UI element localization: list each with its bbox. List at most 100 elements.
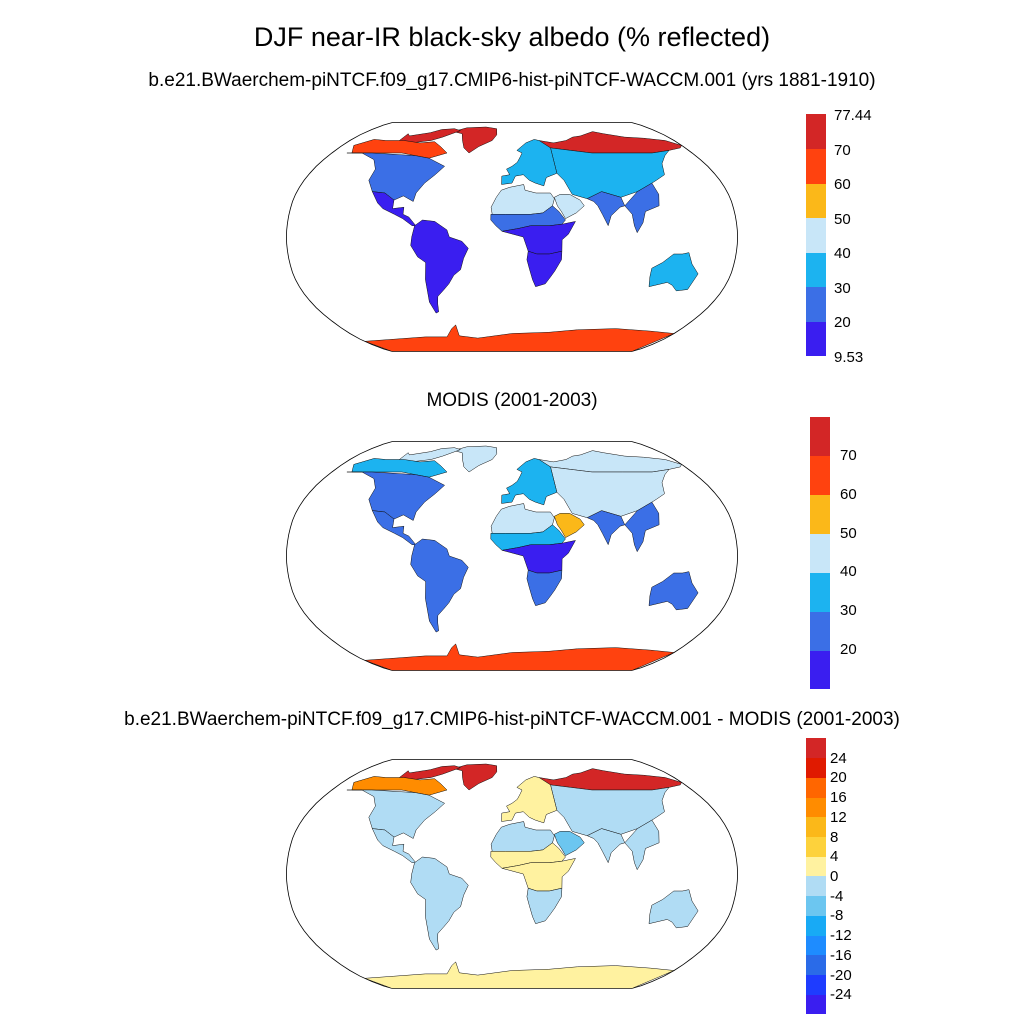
- colorbar-swatch: [806, 915, 826, 936]
- region-usa: [346, 152, 446, 202]
- map-boundary: [285, 441, 739, 671]
- panel-3-title: b.e21.BWaerchem-piNTCF.f09_g17.CMIP6-his…: [124, 709, 900, 730]
- region-central-america: [371, 191, 417, 226]
- colorbar-label: 20: [834, 314, 851, 332]
- region-south-america: [410, 856, 469, 951]
- region-antarctica: [364, 643, 675, 671]
- colorbar-label: 77.44: [834, 107, 872, 124]
- colorbar-label: 20: [830, 769, 847, 787]
- colorbar-swatch: [806, 954, 826, 976]
- colorbar-swatch: [806, 974, 826, 995]
- colorbar-swatch: [806, 836, 826, 857]
- colorbar-label: 0: [830, 868, 839, 885]
- region-south-asia: [586, 510, 626, 546]
- colorbar-swatch: [806, 757, 826, 778]
- region-southern-africa: [526, 569, 563, 607]
- colorbar-label: 60: [840, 485, 857, 503]
- region-north-canada: [351, 776, 448, 796]
- colorbar-swatch: [806, 286, 826, 322]
- region-se-asia: [624, 501, 660, 553]
- region-greenland: [452, 763, 498, 791]
- region-central-america: [371, 828, 417, 863]
- colorbar-swatch: [806, 183, 826, 219]
- colorbar-label: -16: [830, 946, 852, 964]
- colorbar-swatch: [806, 148, 826, 184]
- region-arabia: [553, 831, 585, 856]
- colorbar-label: 8: [830, 828, 839, 846]
- region-arabia: [553, 513, 585, 538]
- colorbar-label: -8: [830, 907, 844, 925]
- colorbar-label: 30: [840, 602, 857, 620]
- colorbar-label: 50: [834, 210, 851, 228]
- colorbar-swatch: [806, 114, 826, 150]
- colorbar-label: 50: [840, 524, 857, 542]
- colorbar-swatch: [810, 533, 830, 573]
- colorbar-label: -4: [830, 887, 844, 905]
- colorbar-swatch: [810, 650, 830, 690]
- colorbar-label: -20: [830, 966, 852, 984]
- region-north-canada: [351, 139, 448, 159]
- colorbar-swatch: [806, 777, 826, 798]
- colorbar-swatch: [806, 935, 826, 956]
- region-se-asia: [624, 182, 660, 234]
- colorbar-swatch: [810, 455, 830, 496]
- colorbar-swatch: [810, 494, 830, 535]
- region-southern-africa: [526, 887, 563, 925]
- colorbar-label: 40: [834, 245, 851, 263]
- colorbar-swatch: [806, 321, 826, 357]
- colorbar-label: 30: [834, 279, 851, 297]
- region-australia: [648, 889, 699, 929]
- colorbar-swatch: [810, 611, 830, 651]
- colorbar-swatch: [806, 217, 826, 253]
- page-title: DJF near-IR black-sky albedo (% reflecte…: [253, 22, 771, 52]
- region-south-america: [410, 538, 469, 633]
- region-south-america: [410, 219, 469, 314]
- colorbar-label: 9.53: [834, 349, 864, 366]
- region-usa: [346, 471, 446, 521]
- region-southern-africa: [526, 250, 563, 288]
- colorbar-swatch: [806, 994, 826, 1015]
- region-eurasia-mid: [550, 784, 670, 836]
- colorbar-swatch: [806, 738, 826, 759]
- colorbar-label: 16: [830, 789, 847, 807]
- region-arabia: [553, 194, 585, 219]
- region-south-asia: [586, 191, 626, 227]
- colorbar-label: 40: [840, 563, 857, 581]
- colorbar-swatch: [810, 417, 830, 457]
- colorbar-swatch: [806, 816, 826, 838]
- region-australia: [648, 252, 699, 292]
- region-antarctica: [364, 961, 675, 989]
- panel-2-title: MODIS (2001-2003): [426, 390, 598, 411]
- region-eurasia-mid: [550, 466, 670, 518]
- colorbar-label: -24: [830, 986, 852, 1004]
- colorbar-label: -12: [830, 927, 852, 945]
- difference-map: [285, 759, 739, 989]
- colorbar-swatch: [806, 895, 826, 916]
- colorbar-swatch: [810, 572, 830, 612]
- panel-1-title: b.e21.BWaerchem-piNTCF.f09_g17.CMIP6-his…: [148, 70, 876, 91]
- colorbar-label: 70: [840, 446, 857, 464]
- colorbar-label: 24: [830, 749, 847, 767]
- colorbar-label: 70: [834, 141, 851, 159]
- colorbar-swatch: [806, 797, 826, 818]
- region-central-america: [371, 510, 417, 545]
- region-greenland: [452, 126, 498, 154]
- region-europe: [501, 458, 558, 506]
- colorbar-swatch: [806, 876, 826, 897]
- colorbar-swatch: [806, 252, 826, 288]
- region-greenland: [452, 445, 498, 473]
- region-australia: [648, 571, 699, 611]
- colorbar-label: 4: [830, 848, 839, 866]
- map-boundary: [285, 759, 739, 989]
- region-eurasia-mid: [550, 147, 670, 199]
- region-se-asia: [624, 819, 660, 871]
- map-boundary: [285, 122, 739, 352]
- model-albedo-map: [285, 122, 739, 352]
- region-europe: [501, 139, 558, 187]
- colorbar-swatch: [806, 856, 826, 877]
- region-antarctica: [364, 324, 675, 352]
- region-usa: [346, 789, 446, 839]
- colorbar-label: 20: [840, 641, 857, 659]
- region-south-asia: [586, 828, 626, 864]
- colorbar-label: 60: [834, 176, 851, 194]
